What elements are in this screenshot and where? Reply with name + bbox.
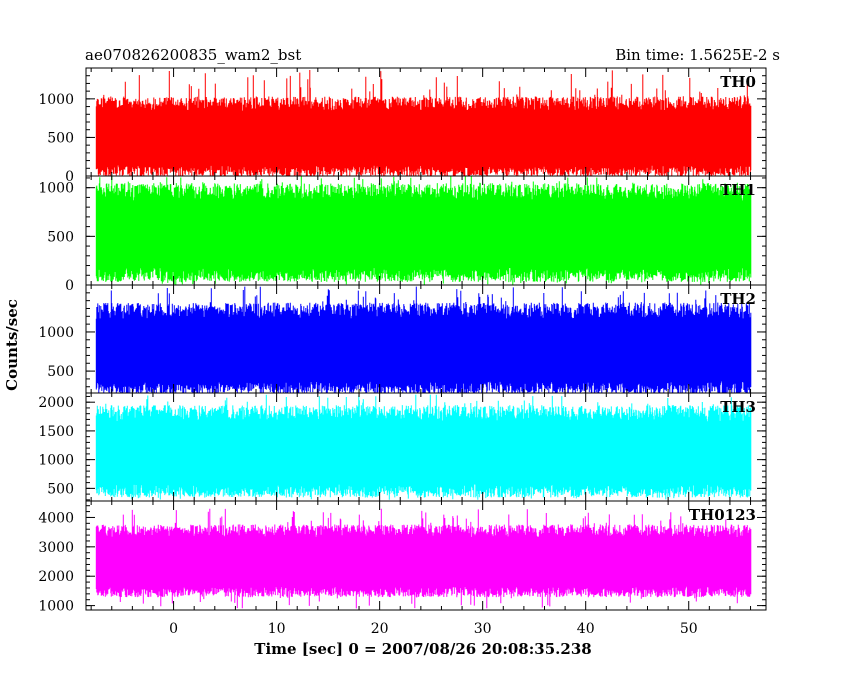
panel-label: TH3 (720, 398, 756, 416)
panel-label: TH0 (720, 73, 756, 91)
series-trace-th3 (95, 394, 752, 500)
y-tick-label: 1000 (38, 599, 74, 615)
y-tick-label: 2000 (38, 395, 74, 411)
x-tick-label: 20 (371, 621, 389, 637)
panel-th3: 500 1000 1500 2000 TH3 (38, 392, 767, 502)
y-tick-label: 1000 (38, 325, 74, 341)
y-tick-label: 2000 (38, 569, 74, 585)
panel-label: TH1 (720, 181, 756, 199)
y-tick-label: 0 (65, 278, 74, 294)
y-tick-label: 500 (47, 229, 74, 245)
x-tick-label: 10 (268, 621, 286, 637)
panel-th2: 500 1000 TH2 (38, 284, 767, 394)
panel-label: TH0123 (689, 506, 756, 524)
panel-frame (85, 500, 767, 611)
x-tick-label: 30 (474, 621, 492, 637)
series-trace-th2 (95, 286, 752, 393)
y-tick-label: 1000 (38, 453, 74, 469)
y-tick-label: 4000 (38, 510, 74, 526)
panel-th0123: 1000 2000 3000 4000 TH0123 (38, 500, 767, 615)
y-tick-label: 500 (47, 364, 74, 380)
x-tick-label: 0 (169, 621, 178, 637)
series-trace-th1 (95, 176, 752, 285)
y-axis-label: Counts/sec (3, 299, 21, 391)
y-tick-label: 0 (65, 169, 74, 185)
panel-th1: 0 500 1000 TH1 (38, 175, 767, 294)
x-tick-label: 40 (577, 621, 595, 637)
y-tick-label: 3000 (38, 540, 74, 556)
series-trace-th0 (95, 70, 752, 176)
y-tick-label: 1000 (38, 181, 74, 197)
x-axis-label: Time [sec] 0 = 2007/08/26 20:08:35.238 (254, 640, 591, 658)
x-tick-label: 50 (680, 621, 698, 637)
series-trace-th0123 (95, 508, 752, 609)
chart-title-left: ae070826200835_wam2_bst (85, 46, 301, 64)
y-tick-label: 1500 (38, 424, 74, 440)
y-tick-label: 500 (47, 130, 74, 146)
chart-title-right: Bin time: 1.5625E-2 s (615, 46, 780, 64)
panel-label: TH2 (720, 290, 756, 308)
y-tick-label: 1000 (38, 92, 74, 108)
panel-th0: 0 500 1000 TH0 (38, 67, 767, 185)
y-tick-label: 500 (47, 481, 74, 497)
